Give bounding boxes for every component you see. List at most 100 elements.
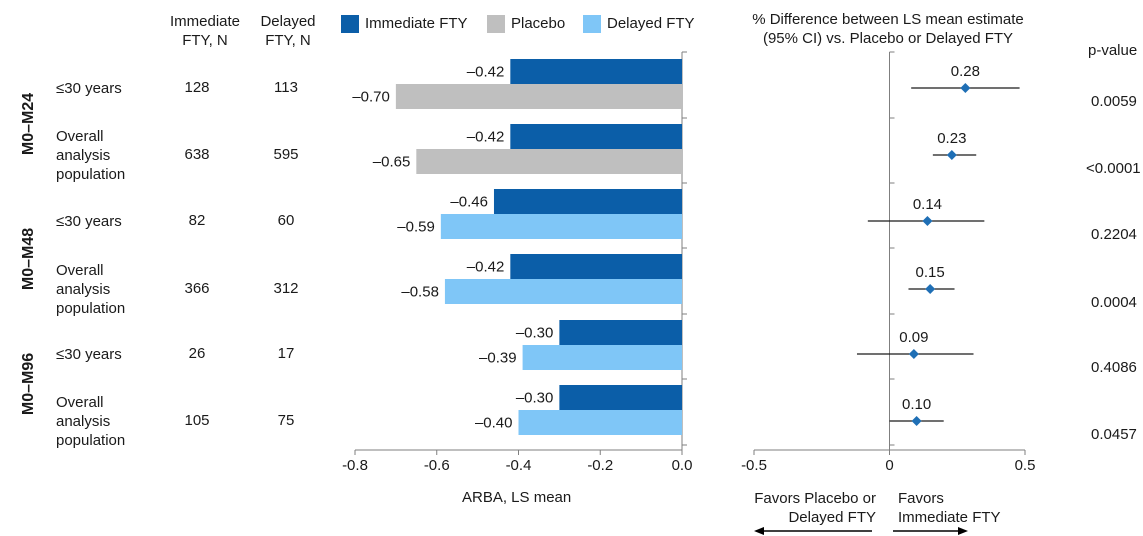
header-immediate-n-line1: Immediate — [169, 13, 241, 30]
row-subgroup-line: population — [56, 431, 126, 449]
row-immediate-n: 82 — [188, 212, 206, 229]
header-delayed-n-line1: Delayed — [260, 13, 316, 30]
favor-left-line1: Favors Placebo or — [754, 490, 876, 507]
forest-point — [911, 416, 922, 426]
header-immediate-n: Immediate FTY, N — [160, 12, 250, 50]
row-subgroup: ≤30 years — [56, 79, 122, 98]
bar-value-label: –0.58 — [401, 284, 439, 301]
legend-swatch-immediate — [341, 15, 359, 33]
forest-point-label: 0.28 — [951, 63, 980, 80]
row-delayed-n: 595 — [273, 146, 299, 163]
row-subgroup: ≤30 years — [56, 212, 122, 231]
legend-label-placebo: Placebo — [511, 15, 566, 32]
forest-point — [946, 150, 957, 160]
forest-point-label: 0.15 — [916, 264, 945, 281]
bar-x-tick-label: -0.6 — [424, 457, 450, 474]
bar-delayed — [444, 279, 682, 304]
forest-point-label: 0.10 — [902, 396, 931, 413]
bar-value-label: –0.40 — [475, 415, 513, 432]
bar-delayed — [440, 214, 682, 239]
header-immediate-n-line2: FTY, N — [182, 32, 228, 49]
header-delayed-n: Delayed FTY, N — [243, 12, 333, 50]
bar-value-label: –0.39 — [479, 350, 517, 367]
row-subgroup-line: analysis — [56, 146, 111, 164]
row-pvalue: 0.2204 — [1091, 226, 1137, 243]
favor-left-arrowhead — [754, 527, 764, 535]
favor-right-line2: Immediate FTY — [898, 509, 1001, 526]
bar-placebo — [395, 84, 682, 109]
bar-x-tick-label: -0.4 — [506, 457, 532, 474]
bar-value-label: –0.70 — [352, 89, 390, 106]
row-delayed-n: 312 — [273, 280, 299, 297]
forest-x-tick-label: -0.5 — [741, 457, 767, 474]
bar-immediate — [559, 320, 682, 345]
forest-title-line2: (95% CI) vs. Placebo or Delayed FTY — [762, 30, 1014, 47]
row-pvalue: 0.0457 — [1091, 426, 1137, 443]
forest-title: % Difference between LS mean estimate (9… — [718, 10, 1058, 48]
bar-value-label: –0.42 — [467, 129, 505, 146]
row-immediate-n: 638 — [184, 146, 210, 163]
forest-point — [960, 83, 971, 93]
bar-delayed — [522, 345, 682, 370]
row-pvalue: <0.0001 — [1086, 160, 1141, 177]
bar-value-label: –0.30 — [516, 390, 554, 407]
row-delayed-n: 75 — [277, 412, 295, 429]
row-subgroup-line: population — [56, 299, 126, 317]
row-subgroup-line: ≤30 years — [56, 79, 122, 97]
bar-x-tick-label: -0.8 — [342, 457, 368, 474]
legend-label-delayed: Delayed FTY — [607, 15, 695, 32]
bar-immediate — [510, 59, 682, 84]
row-delayed-n: 113 — [274, 79, 298, 96]
row-subgroup-line: Overall — [56, 127, 104, 145]
row-subgroup-line: Overall — [56, 393, 104, 411]
legend-swatch-delayed — [583, 15, 601, 33]
forest-point — [908, 349, 919, 359]
favor-right-label: Favors Immediate FTY — [898, 489, 1001, 527]
row-immediate-n: 128 — [184, 79, 210, 96]
row-delayed-n: 60 — [277, 212, 295, 229]
row-pvalue: 0.0004 — [1091, 294, 1137, 311]
favor-left-label: Favors Placebo or Delayed FTY — [730, 489, 876, 527]
row-subgroup-line: Overall — [56, 261, 104, 279]
forest-point — [922, 216, 933, 226]
bar-immediate — [493, 189, 682, 214]
forest-point — [925, 284, 936, 294]
row-subgroup: Overall analysis population — [56, 127, 125, 184]
row-immediate-n: 26 — [188, 345, 206, 362]
row-subgroup-line: analysis — [56, 412, 111, 430]
legend-swatch-placebo — [487, 15, 505, 33]
forest-point-label: 0.23 — [937, 130, 966, 147]
row-subgroup: ≤30 years — [56, 345, 122, 364]
favor-right-arrowhead — [958, 527, 968, 535]
row-immediate-n: 366 — [184, 280, 210, 297]
row-immediate-n: 105 — [184, 412, 210, 429]
legend-label-immediate: Immediate FTY — [365, 15, 468, 32]
bar-x-tick-label: 0.0 — [672, 457, 693, 474]
row-subgroup-line: ≤30 years — [56, 345, 122, 363]
bar-chart-xlabel: ARBA, LS mean — [462, 489, 572, 506]
row-subgroup: Overall analysis population — [56, 393, 125, 450]
bar-value-label: –0.46 — [450, 194, 488, 211]
favor-right-line1: Favors — [898, 490, 944, 507]
row-subgroup: Overall analysis population — [56, 261, 125, 318]
forest-x-tick-label: 0.5 — [1015, 457, 1036, 474]
bar-delayed — [518, 410, 682, 435]
favor-left-line2: Delayed FTY — [788, 509, 876, 526]
bar-placebo — [416, 149, 682, 174]
bar-immediate — [510, 254, 682, 279]
row-subgroup-line: analysis — [56, 280, 111, 298]
bar-immediate — [510, 124, 682, 149]
header-delayed-n-line2: FTY, N — [265, 32, 311, 49]
bar-value-label: –0.42 — [467, 64, 505, 81]
row-delayed-n: 17 — [277, 345, 295, 362]
forest-point-label: 0.09 — [899, 329, 928, 346]
forest-point-label: 0.14 — [913, 196, 942, 213]
bar-value-label: –0.42 — [467, 259, 505, 276]
bar-immediate — [559, 385, 682, 410]
row-subgroup-line: ≤30 years — [56, 212, 122, 230]
row-subgroup-line: population — [56, 165, 126, 183]
forest-title-line1: % Difference between LS mean estimate — [752, 11, 1024, 28]
bar-value-label: –0.65 — [373, 154, 411, 171]
pvalue-header: p-value — [1088, 42, 1138, 59]
